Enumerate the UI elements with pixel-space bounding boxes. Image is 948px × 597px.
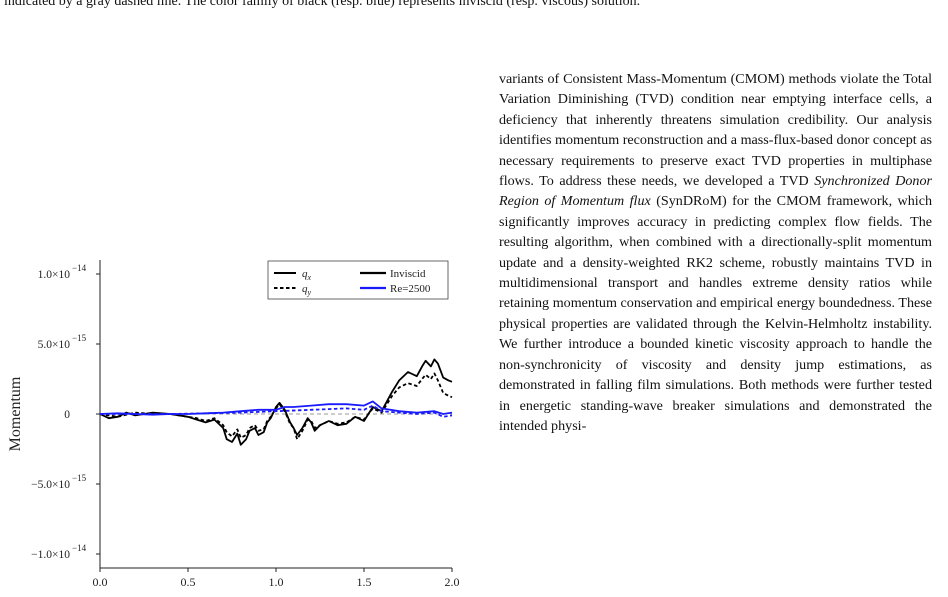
y-tick-mantissa: 5.0×10 <box>38 339 71 351</box>
y-tick-exponent: −14 <box>72 543 87 553</box>
legend-label-1: Re=2500 <box>390 283 431 295</box>
figure-caption-fragment: indicated by a gray dashed line. The col… <box>4 0 641 9</box>
abstract-text-segment: (SynDRoM) for the CMOM framework, which … <box>499 193 932 434</box>
abstract-text-segment: variants of Consistent Mass-Momentum (CM… <box>499 71 932 190</box>
x-axis-label: tU/L <box>261 589 290 590</box>
y-axis-label: Momentum <box>7 376 24 451</box>
legend-label-qy: qy <box>302 283 312 297</box>
x-tick-label: 2.0 <box>445 575 460 589</box>
x-tick-label: 1.5 <box>357 575 372 589</box>
y-tick-mantissa: 1.0×10 <box>38 269 71 281</box>
abstract-italic-term: Synchronized Donor Region of Momentum fl… <box>499 173 932 210</box>
legend-label-qx: qx <box>302 268 312 282</box>
y-tick-exponent: −15 <box>72 333 87 343</box>
x-tick-label: 1.0 <box>269 575 284 589</box>
legend-symbol: q <box>302 283 308 295</box>
y-tick-mantissa: 0 <box>64 409 70 421</box>
x-tick-label: 0.5 <box>181 575 196 589</box>
series-line-0 <box>99 358 453 446</box>
y-tick-exponent: −14 <box>72 263 87 273</box>
y-tick-label: 1.0×10 <box>38 269 71 281</box>
y-tick-label: −5.0×10 <box>31 479 70 491</box>
abstract-paragraph: variants of Consistent Mass-Momentum (CM… <box>499 69 932 436</box>
y-tick-label: −1.0×10 <box>31 549 70 561</box>
y-tick-label: 0 <box>64 409 70 421</box>
x-tick-label: 0.0 <box>93 575 108 589</box>
legend-symbol: q <box>302 268 308 280</box>
y-tick-exponent: −15 <box>72 473 87 483</box>
legend-subscript: y <box>307 288 312 297</box>
y-tick-label: 5.0×10 <box>38 339 71 351</box>
y-tick-mantissa: −1.0×10 <box>31 549 70 561</box>
series-line-1 <box>99 372 453 441</box>
series-line-3 <box>100 404 453 418</box>
legend-box <box>267 260 449 300</box>
legend-subscript: x <box>307 273 312 282</box>
momentum-chart: 0.0 0.5 1.0 1.5 2.01.0×10−145.0×10−150−5.0×1… <box>7 260 460 590</box>
y-tick-mantissa: −5.0×10 <box>31 479 70 491</box>
legend-label-0: Inviscid <box>390 268 426 280</box>
